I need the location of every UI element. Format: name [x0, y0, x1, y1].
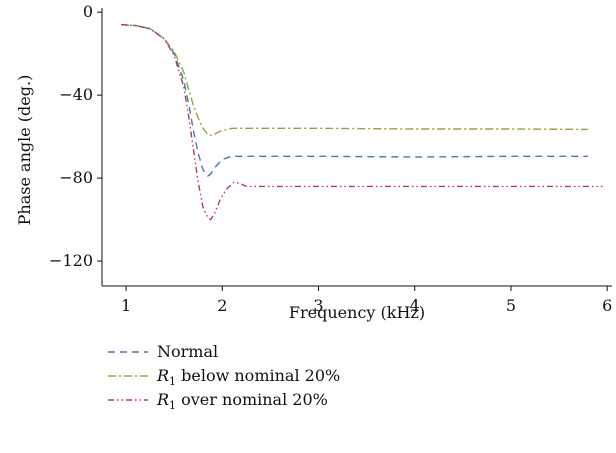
series-lines: [121, 23, 603, 221]
y-tick-label: −40: [59, 85, 93, 104]
legend-label-text: over nominal 20%: [176, 390, 328, 409]
legend-label-subscript: 1: [169, 375, 176, 388]
ticks: 1 2 3 4 5 6 0 −40 −80 −120: [49, 2, 612, 315]
y-tick-label: −80: [59, 168, 93, 187]
legend-label-1: Normal: [157, 342, 218, 361]
y-axis-title: Phase angle (deg.): [15, 75, 34, 226]
x-tick-label: 1: [121, 296, 131, 315]
x-axis-title: Frequency (kHz): [289, 303, 425, 322]
y-tick-label: −120: [49, 251, 93, 270]
series-line-3: [121, 23, 603, 221]
x-tick-label: 3: [313, 296, 323, 315]
x-tick-label: 2: [217, 296, 227, 315]
legend-label-symbol: R: [156, 390, 169, 409]
legend-label-subscript: 1: [169, 399, 176, 412]
x-tick-label: 6: [602, 296, 612, 315]
legend-label-symbol: R: [156, 366, 169, 385]
legend-label-text: below nominal 20%: [176, 366, 340, 385]
x-tick-label: 5: [506, 296, 516, 315]
y-tick-label: 0: [83, 2, 93, 21]
legend-label-3: R1 over nominal 20%: [156, 390, 328, 412]
legend-label-2: R1 below nominal 20%: [156, 366, 340, 388]
axes: [101, 8, 612, 287]
x-tick-label: 4: [410, 296, 420, 315]
